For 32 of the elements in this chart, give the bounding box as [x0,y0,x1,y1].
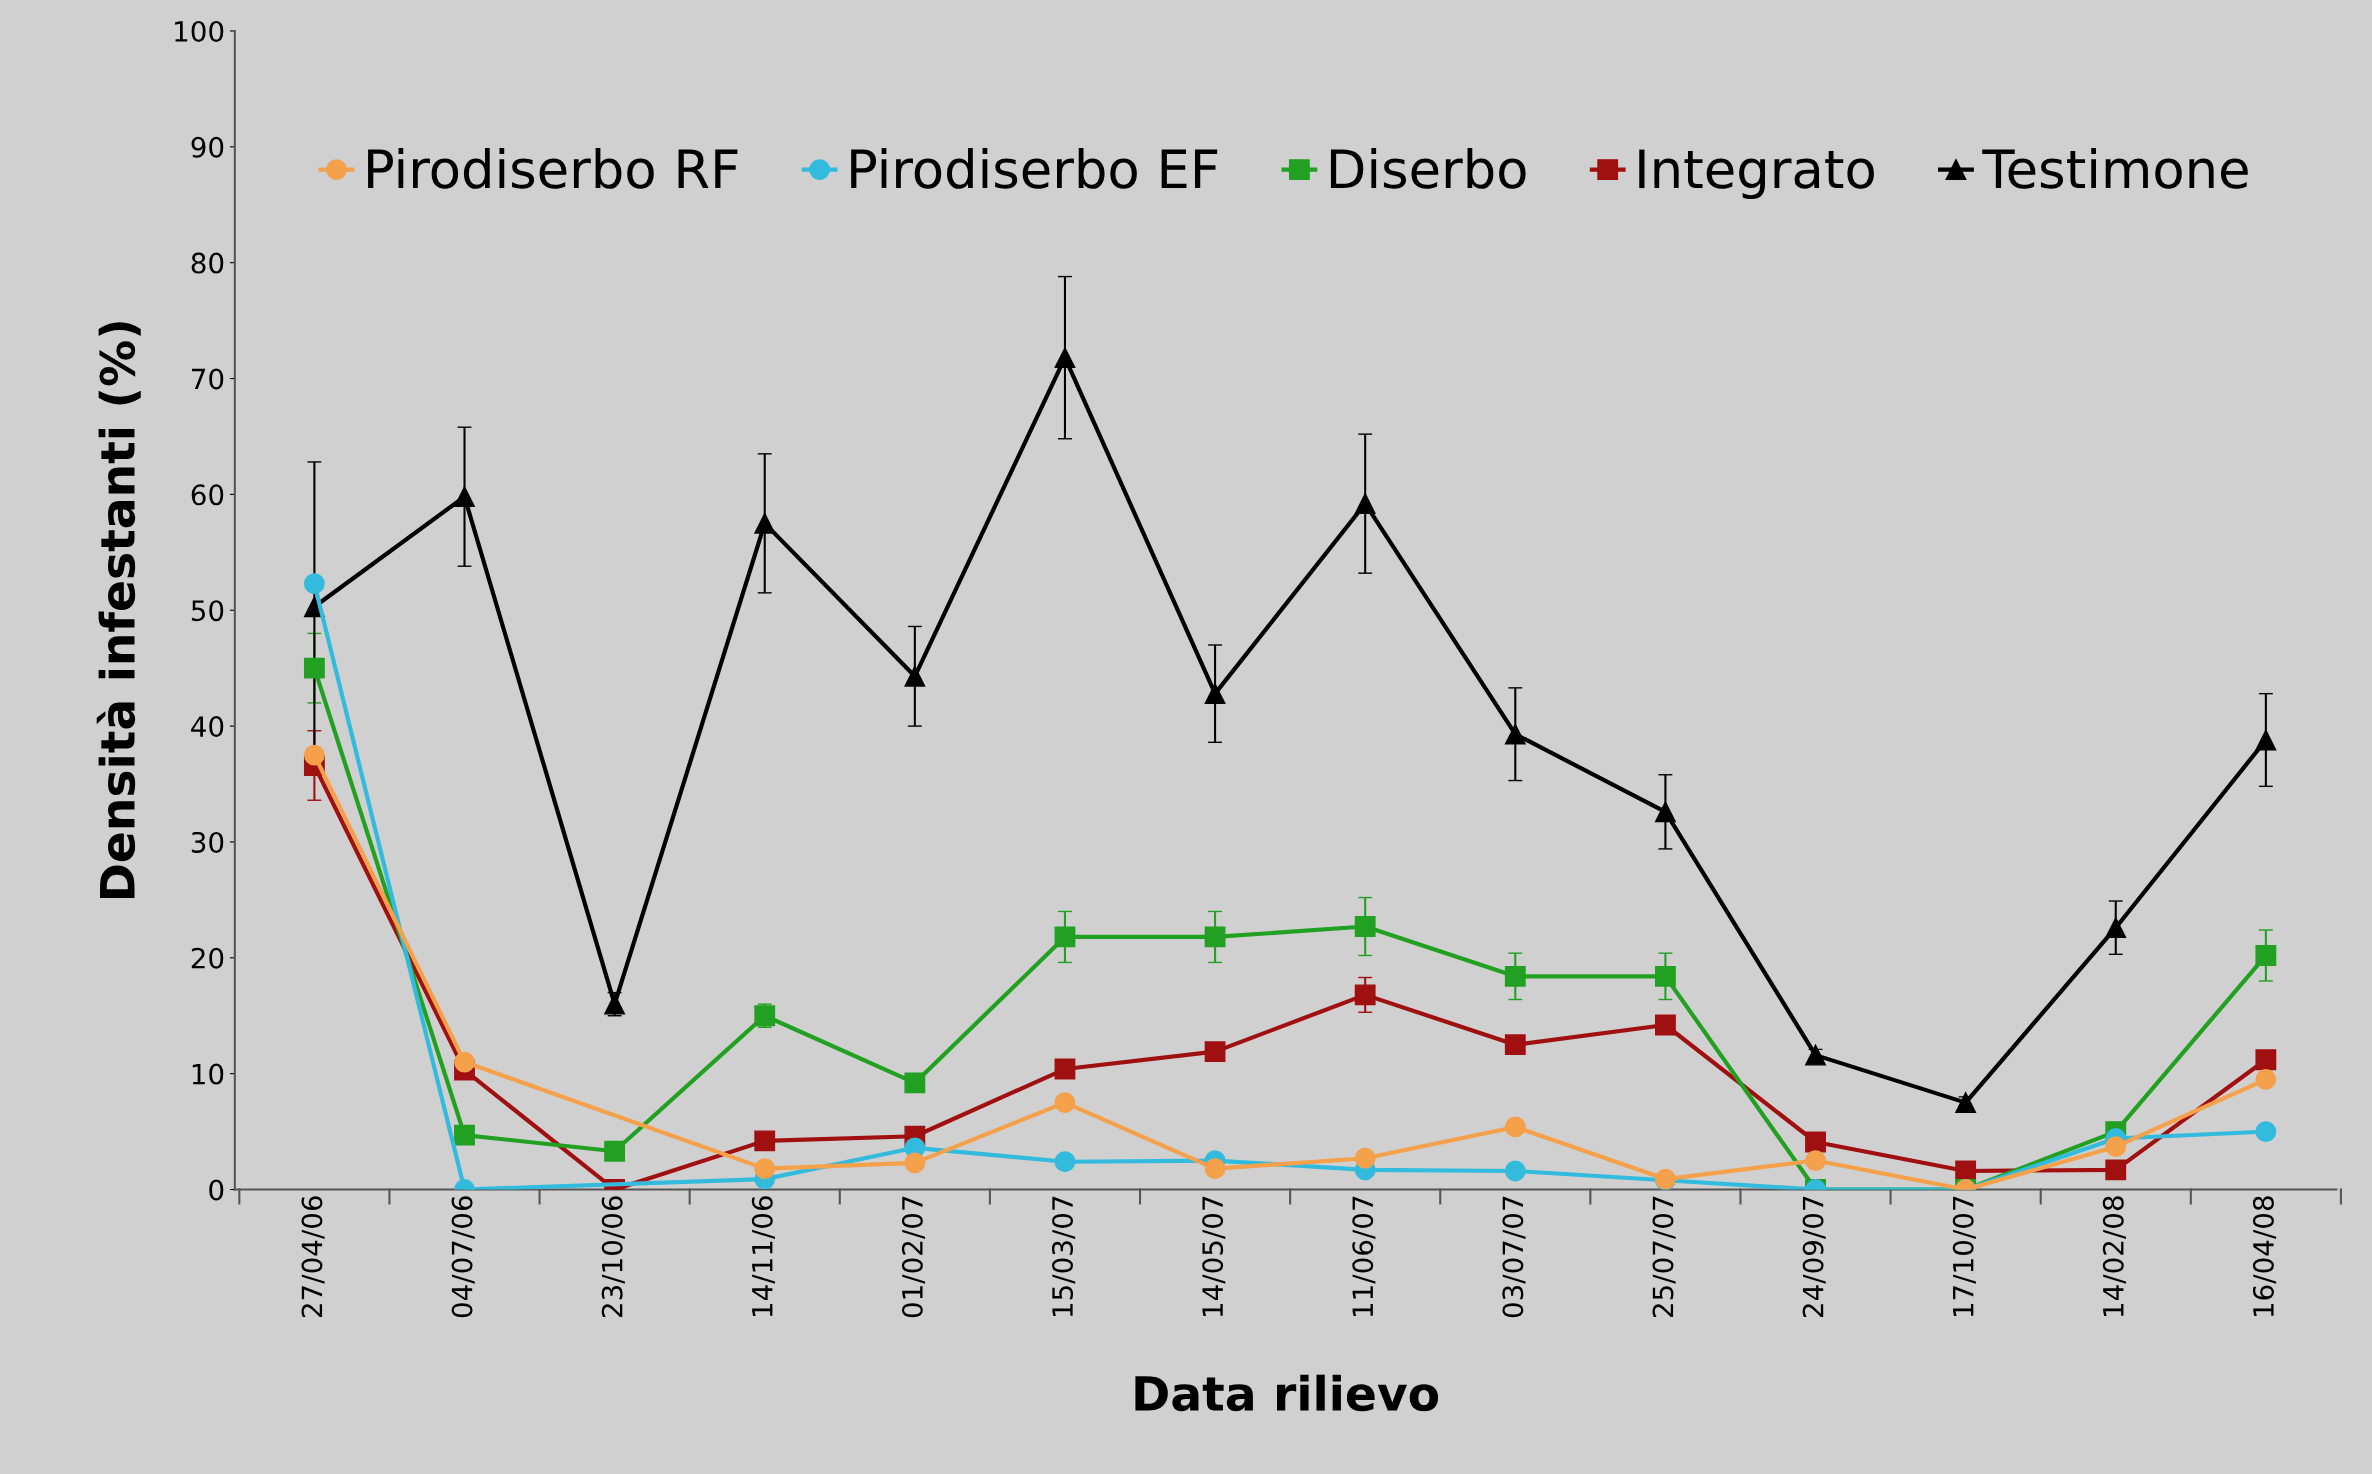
legend-label: Testimone [1982,147,2248,189]
y-tick-label: 70 [192,368,224,390]
y-tick-label: 80 [191,252,224,274]
x-tick-label: 16/04/08 [2252,1196,2277,1317]
x-tick-label: 25/07/07 [1652,1196,1676,1318]
x-tick-label: 14/11/06 [751,1196,775,1317]
y-tick-label: 0 [209,1179,224,1201]
x-tick-label: 17/10/07 [1952,1196,1976,1317]
legend-label: Diserbo [1330,147,1526,189]
x-tick-label: 11/06/07 [1352,1196,1376,1317]
x-tick-label: 03/07/07 [1502,1196,1526,1318]
x-tick-label: 01/02/07 [901,1196,926,1318]
x-tick-label: 23/10/06 [601,1196,625,1318]
x-axis-title: Data rilievo [1135,1374,1439,1412]
y-tick-label: 50 [191,600,224,622]
y-tick-label: 20 [191,947,224,969]
legend-label: Pirodiserbo EF [851,147,1218,189]
y-tick-label: 60 [191,484,224,506]
x-tick-label: 14/02/08 [2102,1196,2126,1317]
y-axis-title: Densità infestanti (%) [96,322,141,899]
x-tick-label: 14/05/07 [1202,1196,1226,1317]
y-tick-label: 10 [192,1063,224,1085]
legend-label: Pirodiserbo RF [368,147,738,189]
x-tick-label: 04/07/06 [451,1196,475,1318]
y-tick-label: 100 [175,20,224,42]
x-tick-label: 27/04/06 [301,1196,325,1318]
legend-label: Integrato [1639,149,1874,200]
y-tick-label: 40 [191,716,224,738]
x-tick-label: 15/03/07 [1052,1196,1076,1317]
y-tick-label: 90 [191,136,224,158]
x-tick-label: 24/09/07 [1802,1196,1826,1318]
y-tick-label: 30 [191,831,224,853]
